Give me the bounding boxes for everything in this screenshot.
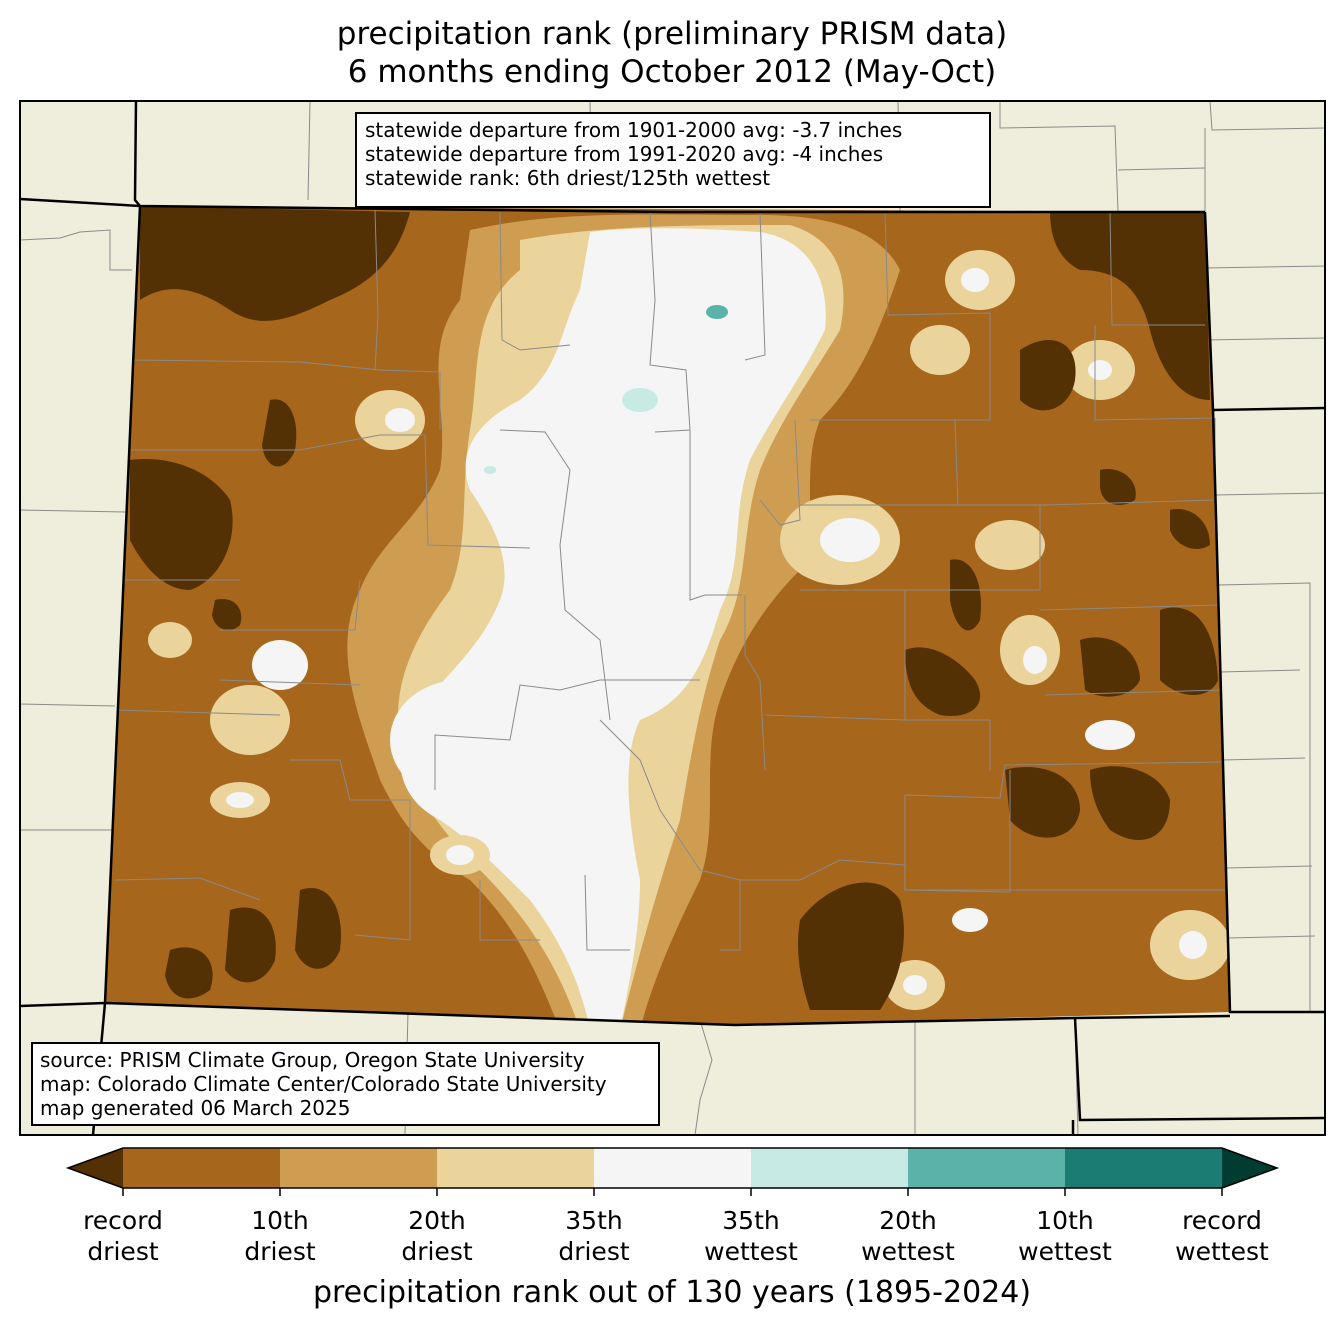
colorbar-under-arrow	[68, 1148, 123, 1188]
stat-departure-1901-2000: statewide departure from 1901-2000 avg: …	[365, 118, 903, 142]
colorbar-tick-label: record wettest	[1175, 1206, 1269, 1266]
stat-statewide-rank: statewide rank: 6th driest/125th wettest	[365, 166, 771, 190]
credit-generated: map generated 06 March 2025	[40, 1096, 351, 1120]
colorado-county-lines	[114, 209, 1225, 951]
colorbar	[65, 1147, 1280, 1196]
precip-rank-field	[105, 206, 1230, 1025]
colorbar-tick-label: 10th driest	[244, 1206, 316, 1266]
credit-source: source: PRISM Climate Group, Oregon Stat…	[40, 1048, 585, 1072]
colorbar-tick-label: record driest	[83, 1206, 163, 1266]
colorbar-bin	[908, 1148, 1066, 1188]
state-borders	[19, 99, 1326, 1136]
credits-box: source: PRISM Climate Group, Oregon Stat…	[31, 1042, 660, 1126]
credit-map: map: Colorado Climate Center/Colorado St…	[40, 1072, 607, 1096]
colorbar-bin	[123, 1148, 281, 1188]
colorbar-tick-label: 20th wettest	[861, 1206, 955, 1266]
colorbar-tick-label: 20th driest	[401, 1206, 473, 1266]
colorbar-tick-label: 10th wettest	[1018, 1206, 1112, 1266]
map-frame	[19, 100, 1326, 1136]
colorbar-tick-label: 35th wettest	[704, 1206, 798, 1266]
colorbar-bin	[1065, 1148, 1223, 1188]
colorbar-bin	[437, 1148, 595, 1188]
colorbar-bin	[594, 1148, 752, 1188]
colorbar-over-arrow	[1222, 1148, 1277, 1188]
colorbar-bin	[280, 1148, 438, 1188]
map-title-line1: precipitation rank (preliminary PRISM da…	[336, 16, 1008, 52]
colorbar-tick-label: 35th driest	[558, 1206, 630, 1266]
stat-departure-1991-2020: statewide departure from 1991-2020 avg: …	[365, 142, 884, 166]
map-title-line2: 6 months ending October 2012 (May-Oct)	[347, 54, 997, 90]
statewide-stats-box: statewide departure from 1901-2000 avg: …	[355, 112, 991, 208]
colorbar-title: precipitation rank out of 130 years (189…	[312, 1275, 1032, 1310]
colorbar-bin	[751, 1148, 909, 1188]
